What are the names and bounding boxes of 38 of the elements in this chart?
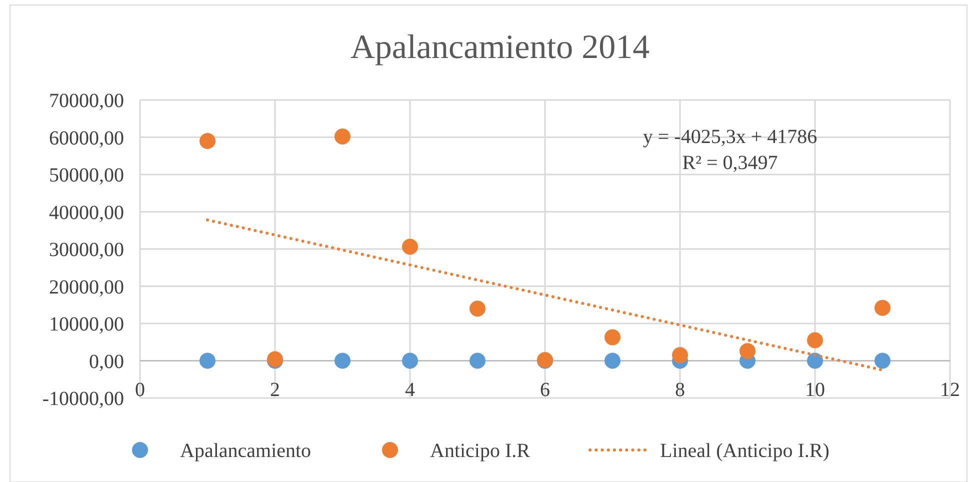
legend-label: Lineal (Anticipo I.R) — [660, 440, 830, 462]
point — [604, 329, 620, 346]
y-tick-label: -10000,00 — [42, 388, 124, 410]
y-tick-label: 10000,00 — [49, 314, 124, 336]
x-tick-label: 0 — [135, 378, 145, 401]
point — [470, 300, 486, 317]
x-tick-label: 2 — [270, 378, 280, 401]
y-tick-label: 50000,00 — [49, 164, 124, 186]
point — [402, 352, 418, 369]
point — [807, 332, 823, 348]
y-tick-label: 40000,00 — [49, 202, 124, 224]
point — [200, 352, 216, 369]
point — [874, 352, 890, 369]
legend-label: Apalancamiento — [180, 440, 312, 462]
point — [334, 352, 350, 369]
y-tick-label: 70000,00 — [49, 90, 124, 112]
legend-label: Anticipo I.R — [430, 440, 531, 462]
x-tick-label: 6 — [540, 378, 550, 401]
y-tick-label: 60000,00 — [49, 127, 124, 150]
point — [470, 352, 486, 369]
point — [402, 238, 418, 255]
y-tick-label: 0,00 — [89, 350, 124, 373]
x-tick-label: 8 — [675, 378, 685, 401]
x-tick-label: 4 — [405, 378, 415, 401]
point — [874, 300, 890, 316]
y-tick-label: 20000,00 — [49, 276, 124, 298]
y-tick-label: 30000,00 — [49, 239, 124, 261]
x-tick-label: 12 — [940, 378, 960, 401]
point — [604, 352, 620, 369]
point — [807, 352, 823, 369]
x-tick-label: 10 — [805, 378, 825, 401]
annotation: y = -4025,3x + 41786 — [642, 126, 818, 148]
point — [740, 343, 756, 360]
chart-title: Apalancamiento 2014 — [350, 29, 650, 66]
point — [200, 132, 216, 149]
point — [334, 128, 350, 145]
annotation: R² = 0,3497 — [682, 152, 778, 174]
point — [672, 347, 688, 364]
